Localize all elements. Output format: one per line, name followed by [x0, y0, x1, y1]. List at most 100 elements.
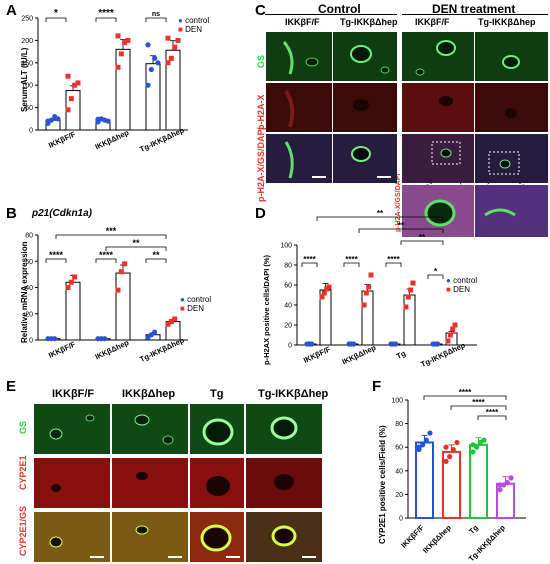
micrograph-e-gs-ff [34, 404, 110, 454]
sig-bracket [45, 17, 67, 22]
panel-c-col-4: Tg-IKKβΔhep [478, 17, 536, 27]
panel-c-col-1: IKKβF/F [285, 17, 320, 27]
y-tick-label: 60 [25, 259, 33, 266]
micrograph-e-gs-tgikk [246, 404, 322, 454]
legend-control: control [453, 276, 478, 285]
panel-b-title: p21(Cdkn1a) [32, 208, 93, 219]
data-point [125, 37, 131, 43]
micrograph-e-merge-tg [190, 512, 244, 562]
data-point [148, 66, 154, 73]
y-tick-label: 0 [29, 338, 33, 345]
panel-label-c: C [255, 2, 266, 19]
micrograph-e-cyp-tg [190, 458, 244, 508]
panel-c-col-2: Tg-IKKβΔhep [340, 17, 398, 27]
data-point [368, 272, 374, 278]
y-tick-label: 60 [284, 283, 292, 290]
y-tick-label: 40 [395, 468, 403, 475]
legend-den: DEN [453, 285, 470, 294]
data-point [450, 446, 456, 453]
data-point [309, 341, 315, 347]
bar [65, 281, 81, 341]
data-point [102, 336, 108, 342]
data-point [403, 304, 409, 310]
panel-e-row-cyp: CYP2E1 [18, 455, 28, 490]
data-point [497, 487, 503, 493]
x-tick-label: IKKβΔhep [421, 523, 453, 555]
sig-label: ** [419, 233, 426, 242]
micrograph-c-merge-ff-control [266, 134, 332, 183]
sig-bracket [95, 17, 117, 22]
sig-label: **** [345, 255, 358, 264]
data-point [145, 82, 151, 88]
data-point [152, 329, 158, 335]
panel-c-col-3: IKKβF/F [415, 17, 450, 27]
panel-e-col-3: Tg [210, 388, 224, 400]
sig-label: **** [99, 250, 114, 260]
panel-label-d: D [255, 205, 266, 222]
y-tick-label: 40 [284, 303, 292, 310]
data-point [75, 80, 81, 86]
data-point [115, 287, 121, 293]
x-tick-label: IKKβΔhep [341, 343, 378, 367]
data-point [165, 60, 171, 66]
data-point [481, 437, 487, 443]
micrograph-e-cyp-ff [34, 458, 110, 508]
data-point [326, 284, 332, 290]
panel-b-ylabel: Relative mRNA expression [20, 241, 29, 343]
panel-d-legend: ● control ■ DEN [446, 276, 478, 294]
sig-label: ns [152, 11, 160, 18]
sig-bracket [105, 246, 167, 251]
data-point [319, 294, 325, 300]
bar [415, 441, 434, 519]
micrograph-c-ph2ax-ff-den [402, 83, 474, 132]
sig-bracket [400, 240, 444, 245]
data-point [155, 60, 161, 66]
data-point [508, 475, 514, 481]
y-tick-label: 50 [25, 105, 33, 112]
y-tick-label: 250 [21, 16, 33, 23]
data-point [172, 316, 178, 322]
data-point [172, 44, 178, 50]
y-tick-label: 20 [284, 323, 292, 330]
y-tick-label: 200 [21, 38, 33, 45]
panel-e-col-2: IKKβΔhep [122, 388, 176, 400]
panel-e-col-1: IKKβF/F [52, 388, 95, 400]
panel-c-header-den: DEN treatment [432, 2, 516, 16]
data-point [122, 40, 128, 46]
data-point [470, 442, 476, 448]
panel-e-row-gs: GS [18, 420, 28, 434]
micrograph-e-merge-ff [34, 512, 110, 562]
data-point [366, 284, 372, 290]
data-point [361, 302, 367, 308]
sig-bracket [427, 274, 444, 279]
data-point [122, 261, 128, 267]
x-tick-label: Tg [395, 349, 407, 361]
data-point [443, 458, 449, 464]
data-point [152, 55, 158, 61]
sig-label: **** [486, 408, 499, 417]
data-point [447, 454, 453, 460]
legend-control: control [185, 16, 210, 25]
sig-label: **** [303, 255, 316, 264]
panel-c-row-ph2ax: p-H2A-X [256, 94, 266, 131]
micrograph-c-ph2ax-tg-den [475, 83, 548, 132]
data-point [504, 480, 510, 486]
data-point [416, 444, 422, 450]
micrograph-c-merge-tg-den [475, 134, 548, 183]
scale-bar [226, 556, 240, 558]
data-point [175, 37, 181, 43]
micrograph-c-zoom-tg-den [475, 185, 548, 237]
data-point [393, 341, 399, 347]
sig-bracket [301, 262, 318, 267]
panel-label-a: A [6, 2, 17, 19]
data-point [65, 285, 71, 290]
data-point [72, 274, 78, 280]
sig-label: * [434, 267, 438, 276]
y-tick-label: 0 [288, 343, 292, 350]
y-tick-label: 80 [284, 263, 292, 270]
scale-bar [377, 176, 391, 178]
panel-e-row-merge: CYP2E1/GS [18, 505, 28, 556]
data-point [115, 33, 121, 39]
